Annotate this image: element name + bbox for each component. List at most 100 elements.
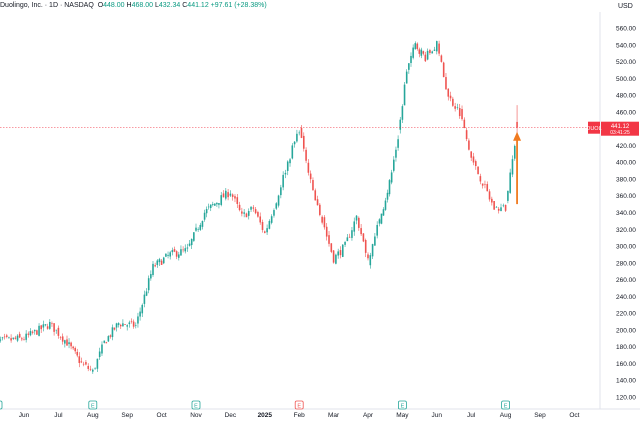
candle-body (268, 220, 271, 229)
price-arrow-head (513, 131, 522, 141)
y-tick-label: 500.00 (616, 76, 636, 83)
candle-body (245, 213, 248, 218)
candle-body (135, 325, 137, 326)
y-tick-label: 360.00 (616, 193, 636, 200)
candle-body (247, 211, 250, 216)
candle-body (465, 130, 468, 140)
candle-body (216, 202, 218, 205)
candle-body (449, 95, 452, 99)
y-tick-label: 280.00 (616, 260, 636, 267)
candle-body (339, 250, 342, 256)
candle-body (21, 338, 23, 340)
candle-body (66, 339, 68, 346)
high-label: H (126, 2, 132, 9)
candle-body (484, 184, 486, 185)
candle-body (416, 43, 419, 49)
candle-body (452, 98, 454, 106)
x-tick-label: Mar (328, 412, 340, 419)
candle-body (89, 368, 92, 370)
candle-body (150, 274, 152, 279)
candle-body (309, 173, 312, 180)
candle-body (82, 363, 85, 365)
candle-body (360, 228, 362, 235)
candle-body (238, 204, 241, 211)
candle-body (105, 342, 108, 344)
candle-body (474, 161, 477, 167)
x-tick-label: Aug (87, 412, 99, 419)
candle-body (458, 108, 461, 117)
candle-body (481, 183, 484, 186)
candle-body (410, 55, 412, 64)
candle-body (227, 192, 229, 198)
candle-body (264, 231, 266, 233)
candle-body (33, 329, 36, 332)
x-tick-label: Apr (363, 412, 374, 419)
candle-body (436, 41, 438, 52)
interval-label: 1D (49, 2, 58, 9)
candle-body (440, 55, 443, 62)
symbol-legend: Duolingo, Inc. · 1D · NASDAQ O448.00 H46… (0, 2, 267, 9)
x-tick-label: Jun (432, 412, 443, 419)
candle-body (178, 254, 180, 258)
candle-body (424, 54, 427, 62)
y-tick-label: 460.00 (616, 109, 636, 116)
y-tick-label: 560.00 (616, 26, 636, 33)
candle-body (85, 362, 87, 365)
candle-body (220, 195, 223, 205)
price-axis-unit: USD (618, 3, 633, 10)
candle-body (286, 161, 289, 171)
y-tick-label: 420.00 (616, 143, 636, 150)
candle-body (175, 251, 178, 257)
candle-body (209, 204, 212, 209)
candle-body (229, 193, 232, 196)
low-label: L (154, 2, 159, 9)
candle-body (119, 324, 122, 327)
candle-body (305, 149, 307, 161)
candle-body (29, 331, 32, 336)
candle-body (109, 335, 112, 337)
earnings-marker-label: E (91, 403, 95, 409)
candle-body (509, 172, 511, 193)
candle-body (137, 316, 139, 324)
candle-body (12, 337, 15, 339)
y-tick-label: 260.00 (616, 277, 636, 284)
candle-body (96, 358, 99, 369)
candle-body (14, 337, 17, 339)
y-tick-label: 300.00 (616, 244, 636, 251)
candle-body (420, 49, 423, 56)
earnings-marker-label: E (401, 403, 405, 409)
candle-body (145, 291, 148, 296)
candle-body (107, 336, 110, 342)
y-tick-label: 540.00 (616, 42, 636, 49)
candle-body (128, 322, 131, 325)
candle-body (470, 151, 472, 158)
candle-body (94, 368, 96, 370)
y-tick-label: 380.00 (616, 176, 636, 183)
candle-body (162, 257, 165, 264)
candle-body (323, 217, 326, 228)
candle-body (27, 333, 30, 335)
y-tick-label: 200.00 (616, 327, 636, 334)
y-tick-label: 180.00 (616, 344, 636, 351)
x-tick-label: Jun (19, 412, 30, 419)
candle-body (61, 336, 64, 342)
candle-body (346, 237, 349, 242)
candle-body (302, 135, 305, 149)
candle-body (500, 207, 502, 212)
candle-body (167, 254, 169, 256)
y-tick-label: 340.00 (616, 210, 636, 217)
candle-body (511, 159, 514, 175)
y-tick-label: 320.00 (616, 227, 636, 234)
candle-body (405, 71, 408, 84)
candle-body (195, 227, 197, 231)
candle-body (273, 210, 275, 216)
candle-body (111, 327, 114, 338)
x-tick-label: Nov (190, 412, 202, 419)
candle-body (117, 323, 120, 325)
candle-body (160, 260, 163, 265)
candle-body (126, 325, 128, 327)
candle-body (6, 335, 8, 337)
candle-body (330, 243, 333, 252)
